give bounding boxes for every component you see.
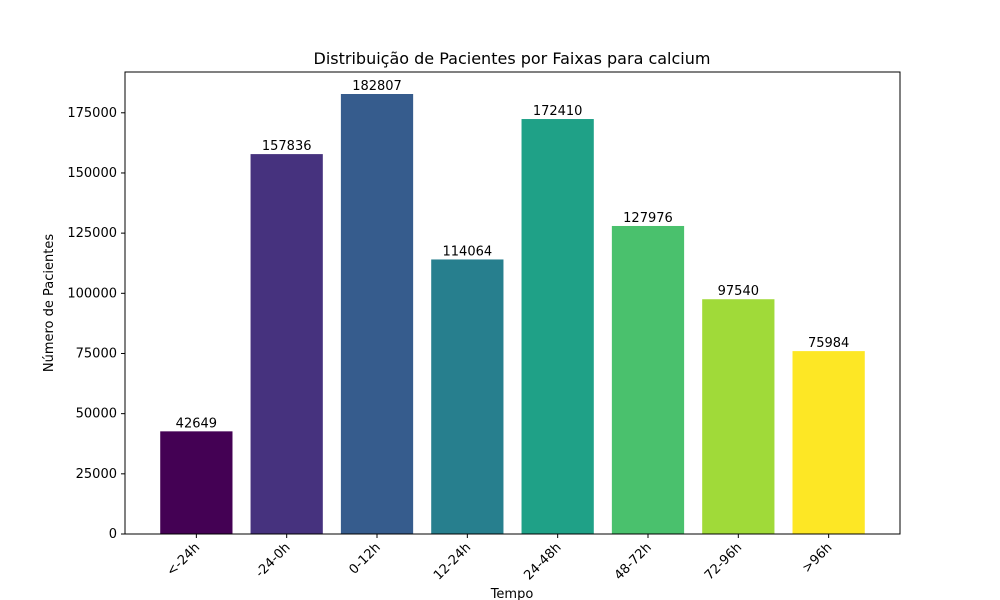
x-tick-label: >96h — [800, 540, 836, 576]
y-axis-label: Número de Pacientes — [42, 234, 57, 372]
x-tick-label: 0-12h — [347, 540, 384, 577]
y-tick-label: 150000 — [67, 166, 117, 181]
bar — [521, 119, 594, 534]
plot-frame — [124, 71, 901, 535]
y-tick-label: 75000 — [76, 346, 117, 361]
x-tick-label: -24-0h — [253, 540, 294, 581]
y-tick-label: 50000 — [76, 407, 117, 422]
value-label: 172410 — [533, 104, 583, 119]
bar — [611, 225, 685, 534]
bar — [702, 299, 775, 534]
value-label: 114064 — [443, 244, 493, 259]
value-label: 182807 — [352, 79, 402, 94]
value-label: 127976 — [623, 211, 673, 226]
x-tick-label: 24-48h — [521, 540, 564, 583]
value-label: 42649 — [176, 416, 217, 431]
value-label: 97540 — [718, 284, 759, 299]
x-tick-label: 12-24h — [431, 540, 474, 583]
x-tick-label: 48-72h — [612, 540, 655, 583]
y-tick-label: 125000 — [67, 226, 117, 241]
value-label: 75984 — [808, 336, 849, 351]
bar — [792, 351, 865, 534]
y-tick-label: 25000 — [76, 467, 117, 482]
x-axis-label: Tempo — [490, 587, 534, 600]
bar — [250, 154, 323, 534]
bar — [160, 431, 233, 534]
y-tick-label: 175000 — [67, 106, 117, 121]
y-tick-label: 100000 — [67, 286, 117, 301]
chart-title: Distribuição de Pacientes por Faixas par… — [314, 49, 711, 68]
value-label: 157836 — [262, 139, 312, 154]
bar — [340, 93, 414, 534]
x-tick-label: <-24h — [164, 540, 203, 579]
x-tick-label: 72-96h — [702, 540, 745, 583]
y-tick-label: 0 — [109, 527, 117, 542]
bar — [431, 259, 504, 534]
